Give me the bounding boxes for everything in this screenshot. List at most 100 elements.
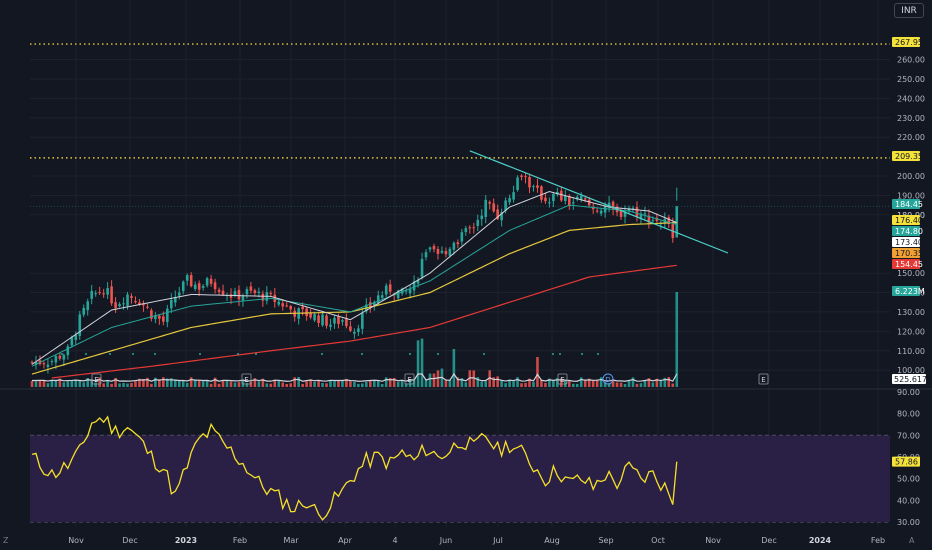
candle-body bbox=[205, 278, 209, 286]
volume-bar bbox=[428, 373, 432, 387]
volume-bar bbox=[615, 382, 619, 387]
volume-bar bbox=[82, 382, 86, 387]
candle-body bbox=[619, 210, 623, 217]
earnings-marker-icon bbox=[557, 373, 568, 385]
volume-bar bbox=[619, 382, 623, 387]
rsi-band bbox=[30, 435, 890, 522]
candle-body bbox=[384, 285, 388, 295]
volume-bar bbox=[150, 383, 153, 387]
candle-body bbox=[86, 301, 90, 311]
candle-body bbox=[62, 354, 66, 360]
volume-bar bbox=[261, 378, 265, 387]
candle-body bbox=[209, 278, 213, 284]
time-axis[interactable]: Nov Dec 2023 Feb Mar Apr 4 Jun Jul Aug Sep Oct Nov De… bbox=[68, 536, 885, 545]
volume-bar bbox=[376, 380, 380, 387]
volume-bar bbox=[86, 377, 90, 387]
candle-body bbox=[520, 175, 523, 177]
candle-body bbox=[623, 211, 627, 217]
volume-bar bbox=[476, 377, 480, 387]
currency-selector[interactable]: INR bbox=[894, 3, 924, 18]
dividend-marker-icon bbox=[602, 373, 614, 385]
volume-bar bbox=[297, 377, 300, 387]
signal-dot bbox=[85, 353, 87, 355]
volume-bar bbox=[189, 377, 193, 387]
candle-body bbox=[428, 247, 432, 250]
candle-body bbox=[70, 337, 74, 346]
volume-bar bbox=[249, 381, 253, 387]
candle-body bbox=[158, 315, 161, 319]
time-tick-label: Aug bbox=[544, 536, 560, 545]
volume-bar bbox=[639, 383, 643, 387]
volume-bar bbox=[536, 357, 539, 387]
candle-body bbox=[353, 331, 356, 334]
volume-bar bbox=[516, 377, 519, 387]
volume-bar bbox=[102, 383, 105, 387]
volume-bar bbox=[420, 338, 424, 387]
candle-body bbox=[213, 282, 217, 290]
volume-bar bbox=[70, 380, 74, 387]
price-label-box bbox=[892, 199, 920, 209]
trendline[interactable] bbox=[469, 150, 729, 254]
price-label-text: 154.45 bbox=[895, 260, 923, 269]
volume-bar bbox=[62, 382, 66, 387]
volume-bar bbox=[281, 382, 285, 387]
volume-bar bbox=[361, 383, 364, 387]
volume-bar bbox=[548, 378, 551, 387]
signal-dot bbox=[361, 353, 363, 355]
volume-bars bbox=[30, 292, 679, 387]
candle-body bbox=[456, 242, 460, 245]
volume-bar bbox=[46, 383, 50, 387]
volume-bar bbox=[663, 377, 667, 387]
candle-body bbox=[130, 296, 133, 299]
price-label-box bbox=[892, 237, 920, 247]
candle-body bbox=[492, 203, 495, 212]
volume-bar bbox=[265, 383, 269, 387]
volume-bar bbox=[579, 377, 583, 387]
volume-bar bbox=[544, 382, 547, 387]
volume-bar bbox=[396, 381, 400, 387]
candle-body bbox=[412, 281, 416, 291]
volume-bar bbox=[552, 380, 555, 387]
volume-bar bbox=[98, 377, 101, 387]
price-tick-label: 230.00 bbox=[897, 114, 925, 123]
candle-body bbox=[201, 285, 205, 288]
volume-bar bbox=[365, 381, 368, 387]
price-tick-label: 120.00 bbox=[897, 327, 925, 336]
volume-bar bbox=[504, 383, 507, 387]
volume-bar bbox=[448, 380, 452, 387]
auto-scale-toggle[interactable]: A bbox=[909, 536, 915, 545]
candle-body bbox=[496, 209, 499, 220]
candle-body bbox=[560, 190, 563, 201]
candle-body bbox=[134, 300, 137, 303]
candle-body bbox=[98, 292, 101, 294]
candle-body bbox=[154, 315, 157, 320]
volume-bar bbox=[524, 382, 527, 387]
price-label-box bbox=[892, 151, 920, 161]
rsi-tick-label: 80.00 bbox=[897, 410, 920, 419]
volume-bar bbox=[432, 373, 436, 387]
price-label-box bbox=[892, 215, 920, 225]
volume-bar bbox=[655, 378, 659, 387]
volume-bar bbox=[213, 377, 217, 387]
volume-bar bbox=[30, 380, 34, 387]
timezone-corner[interactable]: Z bbox=[3, 536, 9, 545]
volume-bar bbox=[185, 382, 189, 387]
candle-body bbox=[564, 195, 567, 202]
volume-bar bbox=[205, 380, 209, 387]
candle-body bbox=[540, 186, 543, 200]
volume-bar bbox=[38, 380, 42, 387]
volume-bar bbox=[237, 382, 241, 387]
volume-bar bbox=[173, 379, 177, 387]
volume-bar bbox=[635, 383, 639, 387]
candle-body bbox=[66, 346, 70, 356]
volume-bar bbox=[667, 377, 671, 387]
volume-bar bbox=[540, 379, 543, 387]
volume-bar bbox=[257, 381, 261, 387]
candle-body bbox=[440, 250, 444, 253]
candle-body bbox=[337, 316, 340, 324]
volume-bar bbox=[325, 383, 328, 387]
signal-dot bbox=[483, 353, 485, 355]
volume-bar bbox=[611, 379, 615, 387]
candle-body bbox=[241, 295, 245, 301]
